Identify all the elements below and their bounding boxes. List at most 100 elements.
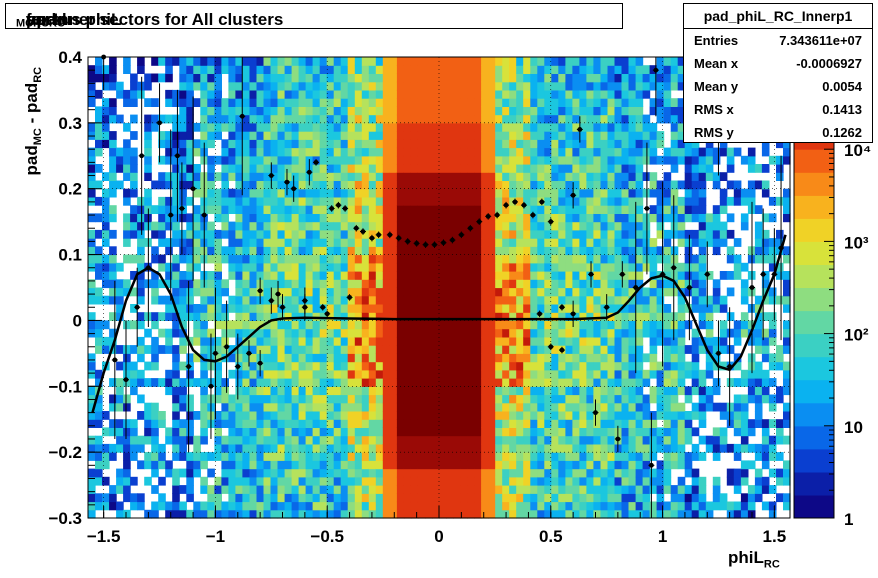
heatmap-cell — [417, 164, 426, 173]
heatmap-cell — [726, 147, 735, 157]
heatmap-cell — [733, 254, 742, 264]
heatmap-cell — [109, 81, 117, 91]
heatmap-cell — [242, 345, 250, 354]
heatmap-cell — [228, 493, 236, 503]
heatmap-cell — [340, 443, 349, 453]
heatmap-cell — [551, 402, 559, 412]
heatmap-cell — [586, 476, 594, 486]
heatmap-cell — [635, 468, 644, 478]
heatmap-cell — [193, 501, 201, 511]
heatmap-cell — [558, 427, 566, 437]
heatmap-cell — [256, 345, 265, 354]
heatmap-cell — [95, 65, 103, 74]
heatmap-cell — [270, 246, 279, 256]
heatmap-cell — [446, 402, 454, 412]
heatmap-cell — [130, 73, 138, 83]
heatmap-cell — [621, 353, 630, 363]
heatmap-cell — [95, 246, 103, 256]
heatmap-cell — [586, 501, 594, 511]
heatmap-cell — [740, 460, 749, 470]
heatmap-cell — [172, 452, 180, 461]
heatmap-cell — [439, 114, 447, 124]
heatmap-cell — [621, 279, 630, 289]
heatmap-cell — [537, 98, 545, 107]
heatmap-cell — [551, 320, 559, 330]
heatmap-cell — [333, 361, 342, 371]
heatmap-cell — [600, 254, 609, 264]
heatmap-cell — [354, 98, 363, 107]
heatmap-cell — [123, 196, 131, 206]
heatmap-cell — [635, 509, 644, 519]
heatmap-cell — [228, 345, 236, 354]
heatmap-cell — [228, 304, 236, 313]
heatmap-cell — [186, 139, 194, 149]
heatmap-cell — [488, 361, 496, 371]
heatmap-cell — [593, 369, 601, 379]
heatmap-cell — [123, 287, 131, 297]
heatmap-cell — [228, 246, 236, 256]
heatmap-cell — [172, 122, 180, 132]
heatmap-cell — [593, 106, 601, 116]
heatmap-cell — [460, 419, 468, 428]
heatmap-cell — [614, 221, 623, 231]
heatmap-cell — [614, 452, 623, 461]
heatmap-cell — [684, 501, 693, 511]
heatmap-cell — [277, 98, 286, 107]
heatmap-cell — [228, 509, 236, 519]
heatmap-cell — [116, 345, 124, 354]
heatmap-cell — [586, 122, 594, 132]
heatmap-cell — [242, 229, 250, 239]
heatmap-cell — [432, 419, 440, 428]
heatmap-cell — [579, 57, 587, 66]
heatmap-cell — [670, 361, 679, 371]
heatmap-cell — [467, 213, 475, 223]
heatmap-cell — [425, 229, 433, 239]
heatmap-cell — [270, 287, 279, 297]
heatmap-cell — [551, 427, 559, 437]
heatmap-cell — [116, 485, 124, 494]
heatmap-cell — [614, 98, 623, 107]
heatmap-cell — [298, 139, 307, 149]
heatmap-cell — [656, 221, 665, 231]
heatmap-cell — [305, 196, 314, 206]
heatmap-cell — [509, 229, 517, 239]
heatmap-cell — [326, 188, 335, 198]
heatmap-cell — [754, 493, 763, 503]
heatmap-cell — [460, 328, 468, 338]
heatmap-cell — [776, 164, 784, 173]
heatmap-cell — [172, 353, 180, 363]
heatmap-cell — [172, 485, 180, 494]
heatmap-cell — [95, 73, 103, 83]
heatmap-cell — [102, 81, 110, 91]
heatmap-cell — [783, 155, 791, 165]
heatmap-cell — [417, 378, 426, 387]
heatmap-cell — [586, 419, 594, 428]
heatmap-cell — [481, 369, 489, 379]
heatmap-cell — [558, 394, 566, 404]
heatmap-cell — [410, 435, 419, 445]
heatmap-cell — [579, 180, 587, 190]
heatmap-cell — [544, 188, 552, 198]
heatmap-cell — [719, 345, 728, 354]
heatmap-cell — [460, 304, 468, 313]
heatmap-cell — [137, 320, 145, 330]
heatmap-cell — [572, 509, 580, 519]
heatmap-cell — [284, 65, 293, 74]
heatmap-cell — [410, 485, 419, 494]
heatmap-cell — [123, 254, 131, 264]
heatmap-cell — [712, 238, 721, 247]
heatmap-cell — [347, 238, 356, 247]
heatmap-cell — [579, 287, 587, 297]
heatmap-cell — [516, 386, 524, 396]
heatmap-cell — [368, 427, 377, 437]
heatmap-cell — [495, 295, 503, 305]
heatmap-cell — [579, 262, 587, 272]
heatmap-cell — [733, 180, 742, 190]
heatmap-cell — [474, 369, 482, 379]
heatmap-cell — [572, 378, 580, 387]
heatmap-cell — [544, 476, 552, 486]
heatmap-cell — [558, 501, 566, 511]
heatmap-cell — [319, 172, 328, 181]
heatmap-cell — [340, 155, 349, 165]
heatmap-cell — [572, 81, 580, 91]
